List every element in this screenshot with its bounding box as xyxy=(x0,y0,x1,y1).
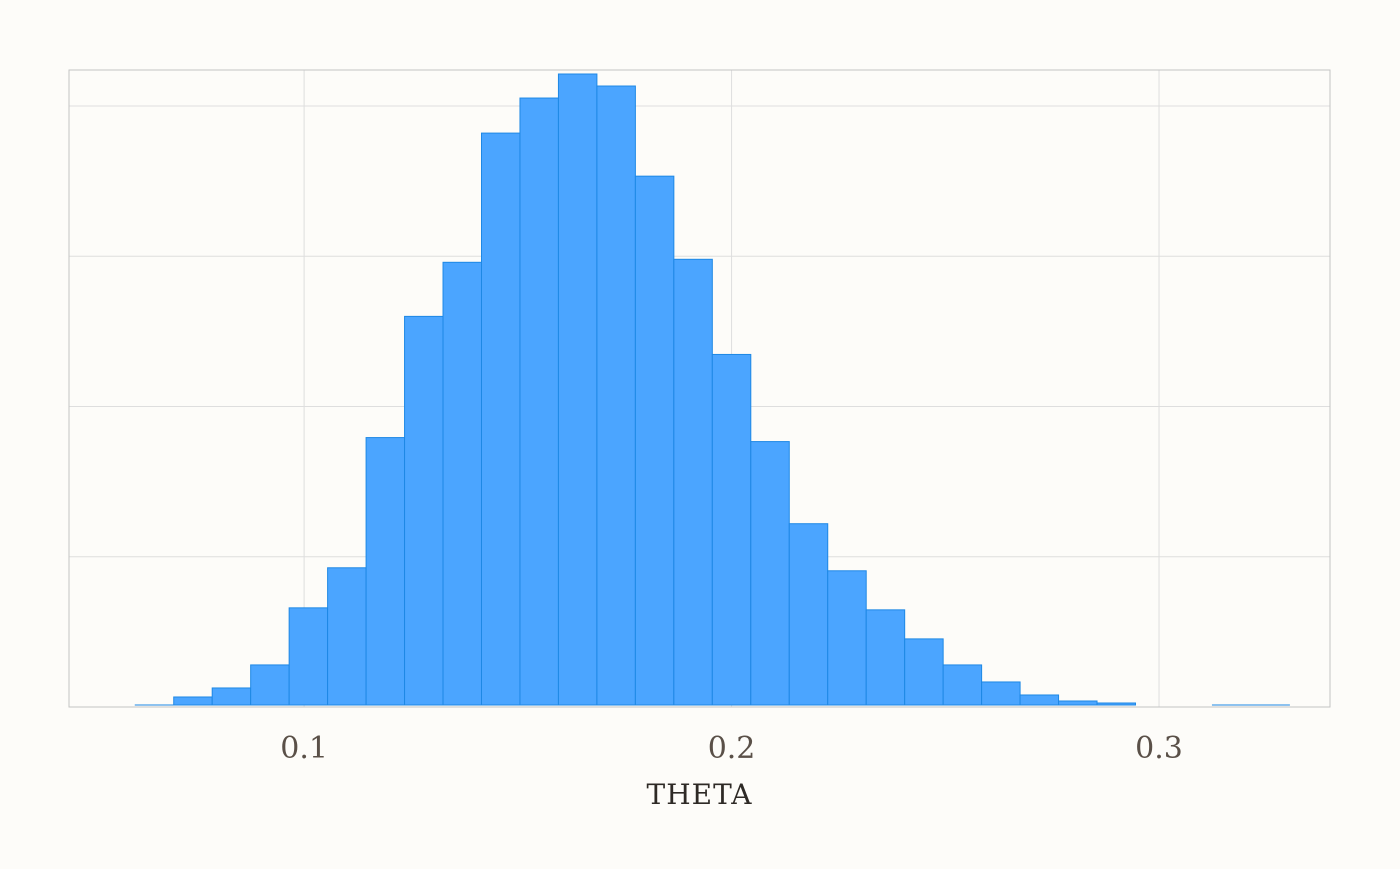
histogram-bar xyxy=(635,176,673,705)
histogram-bar xyxy=(443,262,481,705)
histogram-bar xyxy=(943,665,981,705)
x-axis-label: THETA xyxy=(647,778,753,811)
histogram-bar xyxy=(828,571,866,705)
histogram-bar xyxy=(982,682,1020,705)
x-tick-label: 0.2 xyxy=(708,731,756,766)
histogram-bar xyxy=(751,442,789,705)
histogram-bar xyxy=(212,688,250,705)
histogram-bar xyxy=(789,524,827,705)
histogram-bar xyxy=(289,608,327,705)
histogram-bar xyxy=(558,74,596,705)
histogram-bar xyxy=(251,665,289,705)
histogram-bar xyxy=(1059,701,1097,705)
histogram-bar xyxy=(674,259,712,705)
histogram-bar xyxy=(366,438,404,705)
histogram-bar xyxy=(405,316,443,705)
x-tick-label: 0.1 xyxy=(280,731,328,766)
histogram-bar xyxy=(520,98,558,705)
histogram-bar xyxy=(905,639,943,705)
histogram-bar xyxy=(866,610,904,705)
histogram-bars xyxy=(135,74,1289,705)
histogram-bar xyxy=(328,568,366,705)
histogram-bar xyxy=(174,697,212,705)
histogram-bar xyxy=(597,86,635,705)
histogram-bar xyxy=(1020,695,1058,705)
histogram-bar xyxy=(481,133,519,705)
x-tick-label: 0.3 xyxy=(1135,731,1183,766)
histogram-bar xyxy=(712,354,750,705)
histogram-bar xyxy=(1097,703,1135,705)
x-axis-ticks: 0.1 0.2 0.3 xyxy=(280,731,1183,766)
